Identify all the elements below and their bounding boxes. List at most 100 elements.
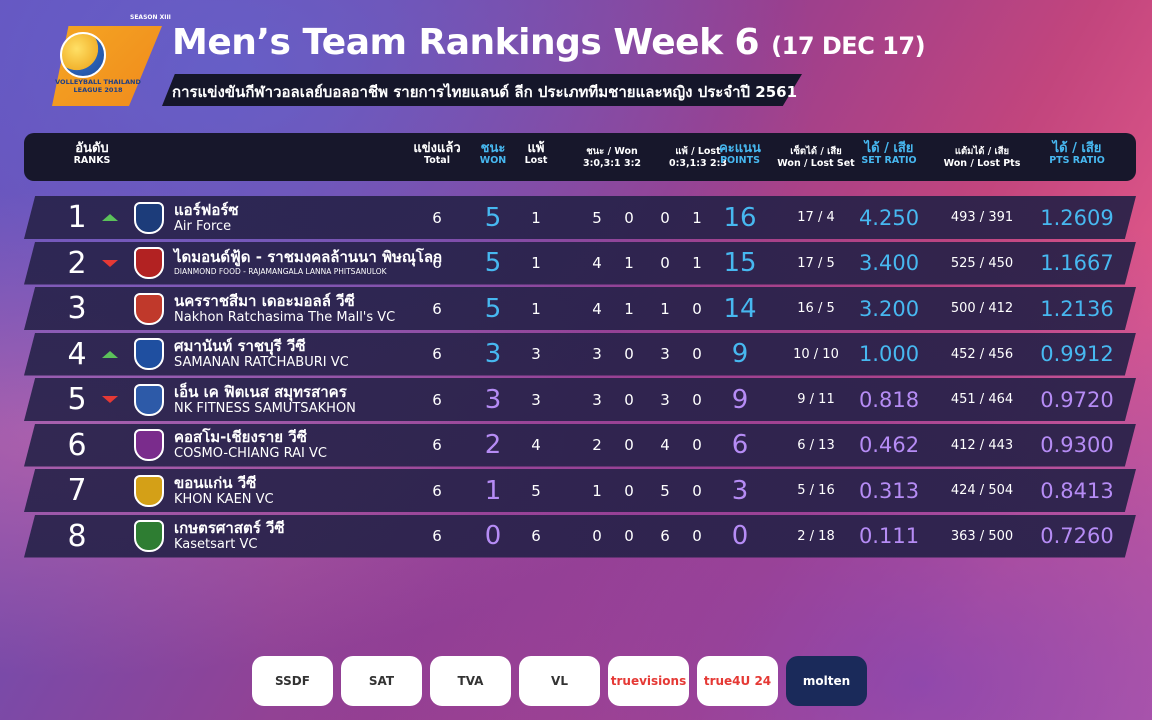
cell-total: 6 [432,254,442,272]
cell-lost: 1 [531,208,541,227]
col-ptswl-th: แต้มได้ / เสีย [954,146,1010,157]
title-text: Men’s Team Rankings Week 6 [172,22,760,63]
col-rank: อันดับ RANKS [62,141,122,167]
sponsor-logo: TVA [430,656,511,706]
cell-points: 15 [723,248,757,278]
col-setratio-th: ได้ / เสีย [864,141,914,156]
team-name-english: Nakhon Ratchasima The Mall's VC [174,309,396,325]
rank-number: 8 [67,518,87,554]
table-row: 6 คอสโม-เชียงราย วีซี COSMO-CHIANG RAI VC 6… [24,423,1136,467]
team-name-thai: ศมานันท์ ราชบุรี วีซี [174,337,306,355]
trend-cell [100,378,120,421]
cell-set-ratio: 3.200 [858,296,920,321]
team-badge [132,378,166,421]
col-ptsratio-th: ได้ / เสีย [1052,141,1102,156]
cell-pts-wl: 493 / 391 [950,210,1014,225]
rank-number: 1 [67,200,87,235]
cell-won: 1 [484,475,502,506]
cell-won: 5 [484,293,502,324]
col-ptsratio-en: PTS RATIO [1049,155,1105,166]
cell-pts-ratio: 1.2136 [1040,296,1114,321]
cell-l03: 0 [660,208,670,227]
cell-points: 16 [723,202,757,233]
trend-cell [100,469,120,512]
col-set-ratio: ได้ / เสีย SET RATIO [854,141,924,167]
col-won: ชนะ WON [468,142,518,167]
cell-lost: 1 [531,299,541,318]
rank-number: 5 [67,382,87,417]
team-name-english: Kasetsart VC [174,537,258,552]
col-lostby-th: แพ้ / Lost [675,146,721,157]
cell-set-ratio: 0.462 [858,433,920,457]
cell-pts-ratio: 0.9912 [1040,342,1114,366]
cell-total: 6 [432,299,442,318]
col-won-by: ชนะ / Won 3:0,3:1 3:2 [572,146,652,170]
col-sets: เซ็ตได้ / เสีย Won / Lost Set [776,146,856,170]
volleyball-icon [60,32,106,78]
cell-pts-ratio: 0.9720 [1040,387,1114,412]
cell-sets: 10 / 10 [793,346,839,362]
cell-set-ratio: 1.000 [858,342,920,366]
cell-lost: 1 [531,254,541,272]
cell-total: 6 [432,208,442,227]
cell-lost: 6 [531,527,541,545]
sponsor-logo: true4U 24 [697,656,778,706]
col-points-th: คะแนน [719,141,761,156]
col-pts-ratio: ได้ / เสีย PTS RATIO [1042,141,1112,167]
table-row: 1 แอร์ฟอร์ซ Air Force 6 5 1 5 0 0 1 16 17 / 4 4.250 4… [24,196,1136,239]
cell-sets: 5 / 16 [797,483,835,498]
col-setratio-en: SET RATIO [861,155,917,166]
cell-total: 6 [432,390,442,409]
col-sets-th: เซ็ตได้ / เสีย [790,146,842,157]
col-lost-th: แพ้ [527,141,545,156]
team-name: เอ็น เค ฟิตเนส สมุทรสาคร NK FITNESS SAMUT… [174,378,434,421]
trend-cell [100,196,120,239]
trend-cell [100,515,120,558]
team-name-thai: คอสโม-เชียงราย วีซี [174,428,307,446]
cell-points: 3 [731,475,749,506]
cell-pts-wl: 424 / 504 [950,483,1014,498]
cell-l23: 0 [692,436,702,454]
cell-lost: 3 [531,345,541,363]
team-name: คอสโม-เชียงราย วีซี COSMO-CHIANG RAI VC [174,424,434,467]
sponsor-logo: VL [519,656,600,706]
cell-sets: 16 / 5 [797,301,835,316]
team-crest-icon [134,201,164,234]
cell-points: 9 [731,384,749,415]
table-header: อันดับ RANKS แข่งแล้ว Total ชนะ WON แพ้ … [24,133,1136,181]
cell-pts-wl: 363 / 500 [950,528,1014,544]
cell-pts-ratio: 0.8413 [1040,478,1114,503]
team-badge [132,424,166,467]
team-name: ขอนแก่น วีซี KHON KAEN VC [174,469,434,512]
cell-total: 6 [432,436,442,454]
team-badge [132,196,166,239]
cell-w32: 0 [624,208,634,227]
rankings-table: 1 แอร์ฟอร์ซ Air Force 6 5 1 5 0 0 1 16 17 / 4 4.250 4… [24,196,1136,560]
team-crest-icon [134,247,164,279]
team-name: ศมานันท์ ราชบุรี วีซี SAMANAN RATCHABURI … [174,333,434,376]
cell-won: 0 [484,521,502,551]
cell-total: 6 [432,481,442,500]
team-name-thai: นครราชสีมา เดอะมอลล์ วีซี [174,291,355,310]
cell-set-ratio: 0.818 [858,387,920,412]
cell-pts-ratio: 1.2609 [1040,205,1114,230]
cell-l03: 6 [660,527,670,545]
team-name: ไดมอนด์ฟู้ด - ราชมงคลล้านนา พิษณุโลก DIAN… [174,242,442,285]
col-lost: แพ้ Lost [514,141,558,167]
rank-number: 3 [67,291,87,326]
team-name-thai: ไดมอนด์ฟู้ด - ราชมงคลล้านนา พิษณุโลก [174,248,443,266]
team-crest-icon [134,383,164,416]
cell-w30: 5 [592,208,602,227]
team-name: เกษตรศาสตร์ วีซี Kasetsart VC [174,515,434,558]
table-row: 7 ขอนแก่น วีซี KHON KAEN VC 6 1 5 1 0 5 0 3 5 / 16 0… [24,469,1136,512]
sponsor-logo: SAT [341,656,422,706]
cell-pts-wl: 451 / 464 [950,392,1014,407]
cell-pts-ratio: 1.1667 [1040,251,1114,275]
table-row: 4 ศมานันท์ ราชบุรี วีซี SAMANAN RATCHABURI… [24,332,1136,376]
cell-l23: 1 [692,208,702,227]
cell-total: 6 [432,345,442,363]
cell-total: 6 [432,527,442,545]
col-rank-th: อันดับ [75,141,109,156]
subtitle-bar [162,74,802,106]
cell-l03: 1 [660,299,670,318]
